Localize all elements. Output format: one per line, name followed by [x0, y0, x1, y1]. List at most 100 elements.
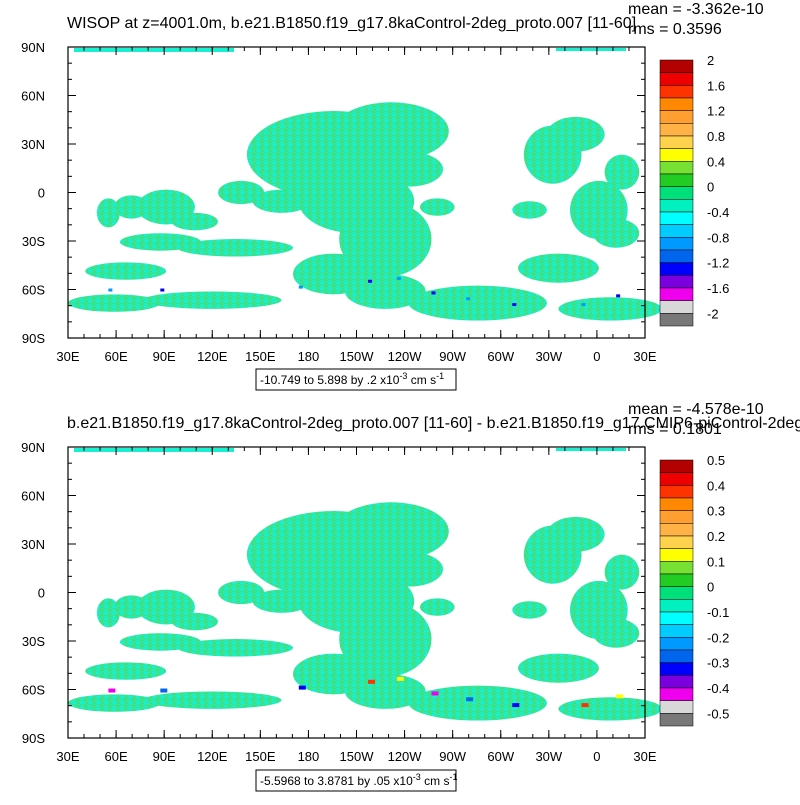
x-tick-label: 30W [535, 349, 562, 364]
y-tick-label: 90S [22, 331, 45, 346]
field-region [68, 694, 161, 712]
field-extreme [298, 285, 303, 289]
x-tick-label: 30E [56, 749, 79, 764]
field-region [419, 198, 455, 216]
field-extreme [581, 703, 589, 708]
x-tick-label: 180 [298, 749, 320, 764]
colorbar-swatch [659, 287, 694, 301]
colorbar-label: 0.2 [707, 529, 725, 544]
range-note-text: -10.749 to 5.898 by .2 x10-3 cm s-1 [260, 371, 444, 387]
colorbar-swatch [659, 548, 694, 562]
colorbar-swatch [659, 687, 694, 701]
field-region [218, 580, 265, 605]
colorbar-swatch [659, 472, 694, 486]
colorbar-swatch [659, 110, 694, 124]
colorbar: 2 1.6 1.2 0.8 0.4 0 -0.4 -0.8 -1.2 -1.6 -2 [659, 53, 729, 327]
field-extreme [396, 676, 404, 681]
colorbar-label: -0.3 [707, 656, 729, 671]
field-region [518, 253, 599, 283]
field-region [408, 685, 547, 721]
x-tick-label: 120E [197, 349, 228, 364]
contour-field [68, 448, 663, 721]
range-note-part: -1 [449, 772, 457, 782]
colorbar-swatch [659, 700, 694, 714]
y-tick-label: 90S [22, 731, 45, 746]
field-region [593, 218, 640, 248]
colorbar-swatch [659, 123, 694, 137]
field-region [143, 691, 282, 709]
colorbar-swatch [659, 662, 694, 676]
range-note-part: -10.749 to 5.898 by .2 x10 [260, 373, 400, 387]
colorbar-label: 0.8 [707, 129, 725, 144]
colorbar-label: -0.4 [707, 681, 729, 696]
stats-mean: mean = -3.362e-10 [628, 1, 764, 18]
colorbar-swatch [659, 173, 694, 187]
colorbar-swatch [659, 611, 694, 625]
stats-rms: rms = 0.1801 [628, 421, 722, 438]
y-tick-label: 90N [21, 40, 45, 55]
colorbar-label: 0.3 [707, 504, 725, 519]
colorbar-swatch [659, 72, 694, 86]
colorbar-label: 0.4 [707, 154, 725, 169]
field-region [408, 285, 547, 321]
contour-field [68, 48, 663, 321]
colorbar-swatch [659, 85, 694, 99]
field-extreme [616, 694, 624, 699]
field-region [218, 180, 265, 205]
x-tick-label: 60W [487, 749, 514, 764]
colorbar: 0.5 0.4 0.3 0.2 0.1 0 -0.1 -0.2 -0.3 -0.4 -0.5 [659, 453, 729, 727]
colorbar-label: 0.1 [707, 554, 725, 569]
field-extreme [512, 303, 517, 307]
field-extreme [466, 697, 474, 702]
field-region [171, 212, 219, 231]
colorbar-label: -0.2 [707, 630, 729, 645]
field-region [512, 201, 547, 219]
colorbar-label: 0.4 [707, 478, 725, 493]
y-tick-label: 0 [38, 586, 45, 601]
y-tick-label: 30S [22, 634, 45, 649]
colorbar-swatch [659, 300, 694, 314]
arctic-strip [556, 448, 626, 451]
x-tick-label: 60W [487, 349, 514, 364]
y-tick-label: 60S [22, 283, 45, 298]
field-extreme [616, 294, 621, 298]
colorbar-swatch [659, 186, 694, 200]
colorbar-swatch [659, 675, 694, 689]
field-region [344, 273, 426, 309]
y-tick-label: 0 [38, 186, 45, 201]
field-extreme [160, 688, 168, 693]
colorbar-swatch [659, 249, 694, 263]
field-region [558, 297, 663, 321]
field-extreme [396, 276, 401, 280]
x-tick-label: 30E [56, 349, 79, 364]
field-region [177, 639, 294, 657]
field-extreme [431, 691, 439, 696]
range-note-text: -5.5968 to 3.8781 by .05 x10-3 cm s-1 [260, 772, 458, 788]
range-note-part: cm s [421, 774, 450, 788]
colorbar-label: -2 [707, 306, 719, 321]
colorbar-swatch [659, 211, 694, 225]
colorbar-swatch [659, 275, 694, 289]
colorbar-label: -0.8 [707, 230, 729, 245]
stats-mean: mean = -4.578e-10 [628, 401, 764, 418]
x-tick-label: 150W [340, 749, 375, 764]
x-tick-label: 30W [535, 749, 562, 764]
colorbar-label: 0.5 [707, 453, 725, 468]
y-tick-label: 60N [21, 489, 45, 504]
x-tick-label: 60E [105, 349, 128, 364]
x-tick-label: 0 [593, 349, 600, 364]
colorbar-label: -0.4 [707, 205, 729, 220]
arctic-strip [74, 448, 234, 452]
field-region [96, 198, 120, 228]
colorbar-swatch [659, 523, 694, 537]
field-region [373, 151, 444, 187]
chart-title: b.e21.B1850.f19_g17.8kaControl-2deg_prot… [67, 415, 800, 432]
range-note-part: -1 [436, 371, 444, 381]
field-region [85, 662, 167, 680]
field-region [593, 618, 640, 648]
colorbar-swatch [659, 459, 694, 473]
x-tick-label: 30E [633, 749, 656, 764]
field-region [339, 201, 432, 277]
colorbar-label: 1.6 [707, 78, 725, 93]
